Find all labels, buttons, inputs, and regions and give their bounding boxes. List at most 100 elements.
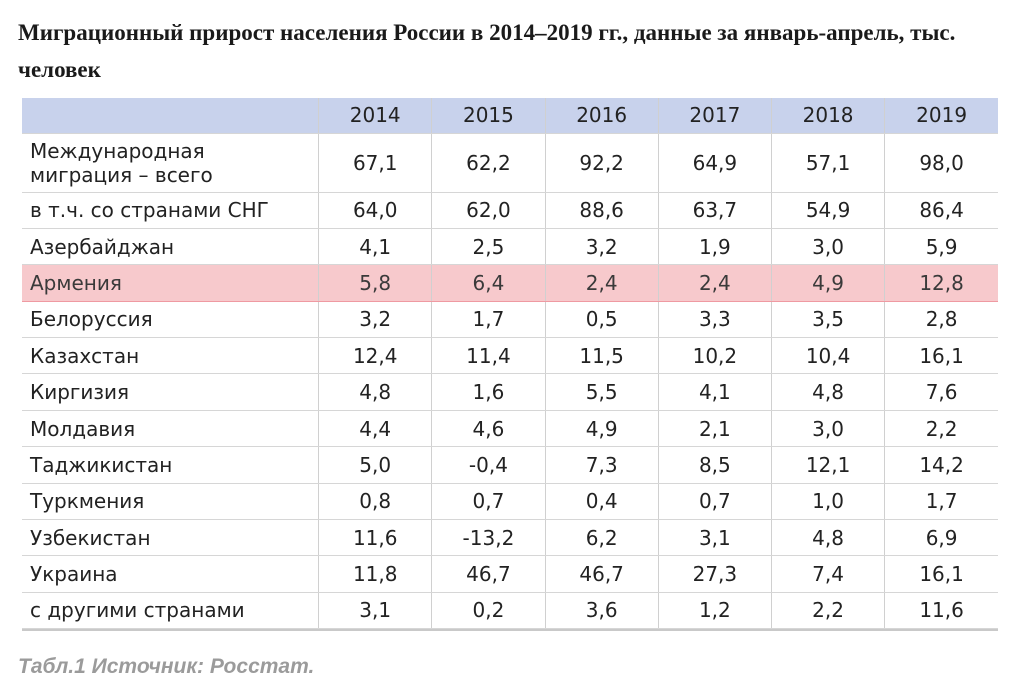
cell-value: 2,2 <box>884 410 998 448</box>
data-table-container: 2014 2015 2016 2017 2018 2019 Международная м… <box>22 98 998 632</box>
cell-value: 62,2 <box>431 133 546 193</box>
cell-value: 46,7 <box>431 555 546 593</box>
cell-value: 2,4 <box>545 264 659 302</box>
row-label: Украина <box>22 555 320 593</box>
cell-value: 7,4 <box>771 555 886 593</box>
migration-table: 2014 2015 2016 2017 2018 2019 Международная м… <box>22 98 998 630</box>
cell-value: 3,2 <box>545 228 659 266</box>
cell-value: 4,8 <box>318 373 433 411</box>
row-label: Белоруссия <box>22 301 320 339</box>
cell-value: 0,7 <box>431 483 546 521</box>
cell-value: 5,5 <box>545 373 659 411</box>
cell-value: 4,9 <box>545 410 659 448</box>
table-row: с другими странами 3,1 0,2 3,6 1,2 2,2 11,6 <box>22 592 998 630</box>
row-label: Казахстан <box>22 337 320 375</box>
cell-value: 0,8 <box>318 483 433 521</box>
cell-value: 1,7 <box>884 483 998 521</box>
cell-value: 11,6 <box>884 592 998 630</box>
row-label: с другими странами <box>22 592 320 630</box>
cell-value: 4,1 <box>658 373 772 411</box>
cell-value: 0,7 <box>658 483 772 521</box>
page-title: Миграционный прирост населения России в … <box>18 20 956 82</box>
cell-value: 2,5 <box>431 228 546 266</box>
row-label: Киргизия <box>22 373 320 411</box>
table-row: Международная миграция – всего 67,1 62,2 92… <box>22 133 998 193</box>
cell-value: 63,7 <box>658 192 772 229</box>
table-row: Белоруссия 3,2 1,7 0,5 3,3 3,5 2,8 <box>22 301 998 339</box>
cell-value: 1,7 <box>431 301 546 339</box>
cell-value: 2,8 <box>884 301 998 339</box>
cell-value: 4,8 <box>771 373 886 411</box>
cell-value: 3,0 <box>771 410 886 448</box>
cell-value: 7,3 <box>545 446 659 484</box>
cell-value: 1,2 <box>658 592 772 630</box>
cell-value: 98,0 <box>884 133 998 193</box>
cell-value: 2,2 <box>771 592 886 630</box>
cell-value: 12,1 <box>771 446 886 484</box>
column-header-year: 2019 <box>884 98 998 134</box>
cell-value: 4,9 <box>771 264 886 302</box>
cell-value: 2,1 <box>658 410 772 448</box>
cell-value: 4,8 <box>771 519 886 557</box>
row-label: Армения <box>22 264 320 302</box>
cell-value: 88,6 <box>545 192 659 229</box>
cell-value: 46,7 <box>545 555 659 593</box>
cell-value: 8,5 <box>658 446 772 484</box>
cell-value: 57,1 <box>771 133 886 193</box>
cell-value: 3,0 <box>771 228 886 266</box>
cell-value: 54,9 <box>771 192 886 229</box>
cell-value: 1,6 <box>431 373 546 411</box>
table-row: в т.ч. со странами СНГ 64,0 62,0 88,6 63,7 54… <box>22 192 998 229</box>
cell-value: 2,4 <box>658 264 772 302</box>
cell-value: 6,2 <box>545 519 659 557</box>
row-label: Международная миграция – всего <box>22 133 320 193</box>
cell-value: 10,2 <box>658 337 772 375</box>
column-header-year: 2017 <box>658 98 772 134</box>
cell-value: 7,6 <box>884 373 998 411</box>
cell-value: 0,5 <box>545 301 659 339</box>
cell-value: 14,2 <box>884 446 998 484</box>
cell-value: 3,5 <box>771 301 886 339</box>
cell-value: 11,4 <box>431 337 546 375</box>
row-label: Азербайджан <box>22 228 320 266</box>
table-row-highlighted: Армения 5,8 6,4 2,4 2,4 4,9 12,8 <box>22 264 998 302</box>
cell-value: 27,3 <box>658 555 772 593</box>
cell-value: 3,3 <box>658 301 772 339</box>
column-header-year: 2014 <box>318 98 433 134</box>
table-row: Киргизия 4,8 1,6 5,5 4,1 4,8 7,6 <box>22 373 998 411</box>
cell-value: 11,6 <box>318 519 433 557</box>
cell-value: 5,0 <box>318 446 433 484</box>
table-row: Молдавия 4,4 4,6 4,9 2,1 3,0 2,2 <box>22 410 998 448</box>
column-header-year: 2018 <box>771 98 886 134</box>
cell-value: 12,8 <box>884 264 998 302</box>
table-row: Узбекистан 11,6 -13,2 6,2 3,1 4,8 6,9 <box>22 519 998 557</box>
table-row: Таджикистан 5,0 -0,4 7,3 8,5 12,1 14,2 <box>22 446 998 484</box>
cell-value: -13,2 <box>431 519 546 557</box>
column-header-year: 2015 <box>431 98 546 134</box>
cell-value: 0,4 <box>545 483 659 521</box>
cell-value: 16,1 <box>884 337 998 375</box>
table-header-row: 2014 2015 2016 2017 2018 2019 <box>22 98 998 134</box>
header-corner-cell <box>22 98 320 134</box>
cell-value: 5,9 <box>884 228 998 266</box>
cell-value: 64,9 <box>658 133 772 193</box>
row-label: в т.ч. со странами СНГ <box>22 192 320 229</box>
cell-value: 4,4 <box>318 410 433 448</box>
cell-value: 6,4 <box>431 264 546 302</box>
cell-value: 3,6 <box>545 592 659 630</box>
cell-value: 10,4 <box>771 337 886 375</box>
cell-value: 11,8 <box>318 555 433 593</box>
table-row: Туркмения 0,8 0,7 0,4 0,7 1,0 1,7 <box>22 483 998 521</box>
cell-value: 6,9 <box>884 519 998 557</box>
cell-value: 3,1 <box>658 519 772 557</box>
cell-value: 4,1 <box>318 228 433 266</box>
cell-value: 86,4 <box>884 192 998 229</box>
cell-value: 92,2 <box>545 133 659 193</box>
row-label: Молдавия <box>22 410 320 448</box>
source-note: Табл.1 Источник: Росстат. <box>18 655 315 678</box>
table-row: Казахстан 12,4 11,4 11,5 10,2 10,4 16,1 <box>22 337 998 375</box>
cell-value: 3,2 <box>318 301 433 339</box>
cell-value: 3,1 <box>318 592 433 630</box>
cell-value: 4,6 <box>431 410 546 448</box>
cell-value: -0,4 <box>431 446 546 484</box>
